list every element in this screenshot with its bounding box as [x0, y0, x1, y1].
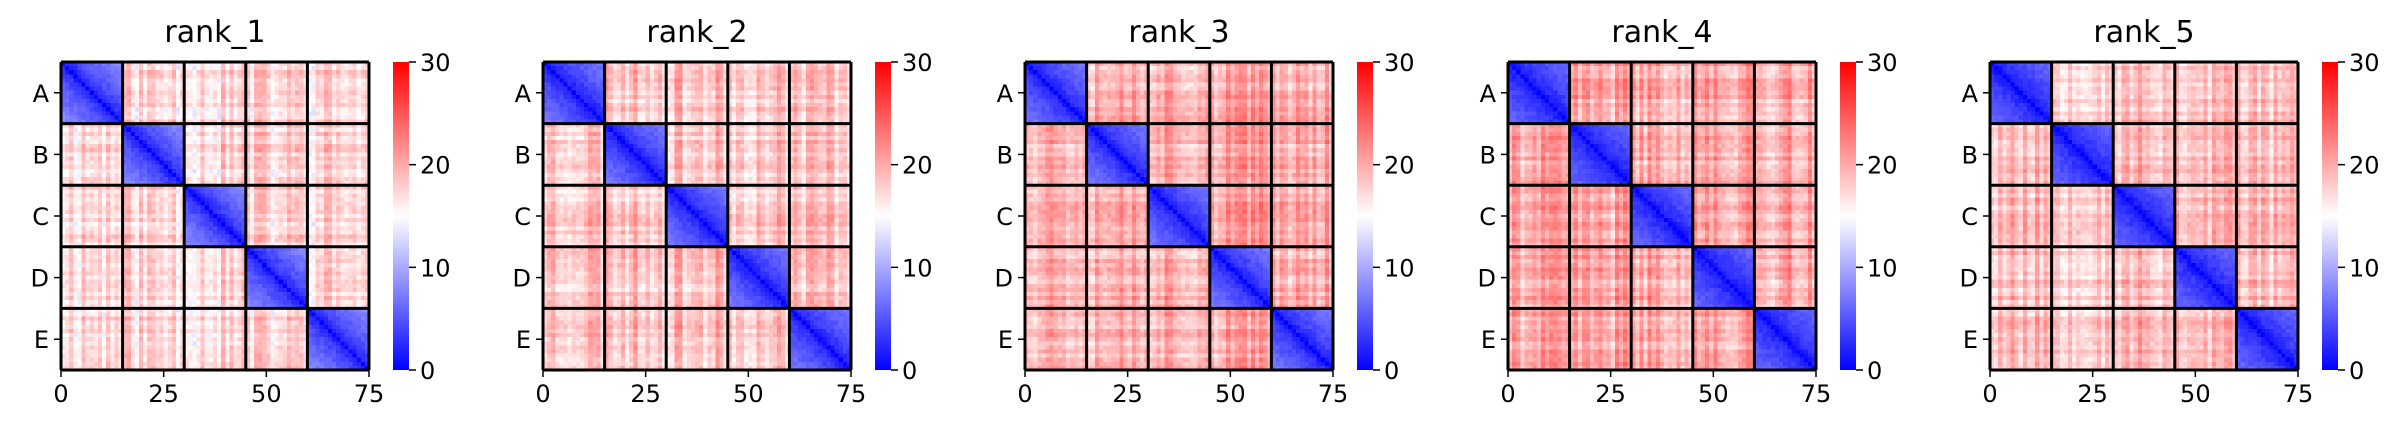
- y-tick-label: A: [33, 80, 50, 108]
- y-tick-label: E: [1481, 326, 1496, 354]
- y-tick-label: D: [1960, 265, 1978, 293]
- y-tick-label: B: [33, 141, 49, 169]
- panel-title: rank_4: [1611, 15, 1712, 50]
- heatmap-image: [61, 62, 369, 370]
- colorbar-tick-label: 30: [420, 49, 451, 77]
- x-tick-label: 0: [1017, 380, 1032, 408]
- x-tick-label: 25: [630, 380, 661, 408]
- colorbar-tick-label: 10: [1867, 254, 1898, 282]
- colorbar-tick-label: 30: [1867, 49, 1898, 77]
- panel-title: rank_2: [646, 15, 747, 50]
- colorbar-tick-label: 0: [902, 357, 917, 385]
- x-tick-label: 75: [2283, 380, 2314, 408]
- colorbar: [2322, 62, 2338, 370]
- y-tick-label: C: [996, 203, 1013, 231]
- y-tick-label: B: [1962, 141, 1978, 169]
- x-tick-label: 0: [1500, 380, 1515, 408]
- heatmap-image: [1025, 62, 1333, 370]
- heatmap-image: [1508, 62, 1816, 370]
- y-tick-label: E: [516, 326, 531, 354]
- y-tick-label: E: [998, 326, 1013, 354]
- x-tick-label: 0: [53, 380, 68, 408]
- y-tick-label: B: [515, 141, 531, 169]
- y-tick-label: C: [514, 203, 531, 231]
- colorbar-tick-label: 10: [2349, 254, 2380, 282]
- y-tick-label: C: [1479, 203, 1496, 231]
- y-tick-label: B: [1480, 141, 1496, 169]
- x-tick-label: 75: [836, 380, 867, 408]
- colorbar: [875, 62, 891, 370]
- x-tick-label: 75: [354, 380, 385, 408]
- colorbar: [1840, 62, 1856, 370]
- x-tick-label: 25: [1595, 380, 1626, 408]
- y-tick-label: C: [1961, 203, 1978, 231]
- colorbar-tick-label: 20: [2349, 152, 2380, 180]
- y-tick-label: A: [1480, 80, 1497, 108]
- y-tick-label: D: [1478, 265, 1496, 293]
- colorbar-tick-label: 20: [1867, 152, 1898, 180]
- y-tick-label: A: [1962, 80, 1979, 108]
- y-tick-label: D: [513, 265, 531, 293]
- colorbar-tick-label: 0: [1384, 357, 1399, 385]
- colorbar-tick-label: 30: [2349, 49, 2380, 77]
- x-tick-label: 25: [2077, 380, 2108, 408]
- y-tick-label: B: [997, 141, 1013, 169]
- x-tick-label: 50: [1698, 380, 1729, 408]
- x-tick-label: 25: [148, 380, 179, 408]
- x-tick-label: 0: [535, 380, 550, 408]
- colorbar-tick-label: 10: [420, 254, 451, 282]
- y-tick-label: D: [995, 265, 1013, 293]
- colorbar-tick-label: 0: [420, 357, 435, 385]
- colorbar-tick-label: 20: [902, 152, 933, 180]
- y-tick-label: A: [515, 80, 532, 108]
- y-tick-label: E: [1963, 326, 1978, 354]
- panel-title: rank_3: [1128, 15, 1229, 50]
- colorbar-tick-label: 30: [902, 49, 933, 77]
- colorbar-tick-label: 10: [1384, 254, 1415, 282]
- y-tick-label: A: [997, 80, 1014, 108]
- x-tick-label: 50: [733, 380, 764, 408]
- y-tick-label: E: [34, 326, 49, 354]
- panel-title: rank_5: [2093, 15, 2194, 50]
- x-tick-label: 0: [1982, 380, 1997, 408]
- x-tick-label: 25: [1112, 380, 1143, 408]
- colorbar-tick-label: 20: [420, 152, 451, 180]
- y-tick-label: D: [31, 265, 49, 293]
- heatmap-image: [1990, 62, 2298, 370]
- colorbar: [1357, 62, 1373, 370]
- x-tick-label: 50: [251, 380, 282, 408]
- heatmap-image: [543, 62, 851, 370]
- x-tick-label: 75: [1318, 380, 1349, 408]
- colorbar-tick-label: 0: [1867, 357, 1882, 385]
- panel-title: rank_1: [164, 15, 265, 50]
- y-tick-label: C: [32, 203, 49, 231]
- colorbar-tick-label: 30: [1384, 49, 1415, 77]
- x-tick-label: 50: [1215, 380, 1246, 408]
- colorbar: [393, 62, 409, 370]
- x-tick-label: 50: [2180, 380, 2211, 408]
- colorbar-tick-label: 20: [1384, 152, 1415, 180]
- colorbar-tick-label: 10: [902, 254, 933, 282]
- colorbar-tick-label: 0: [2349, 357, 2364, 385]
- x-tick-label: 75: [1801, 380, 1832, 408]
